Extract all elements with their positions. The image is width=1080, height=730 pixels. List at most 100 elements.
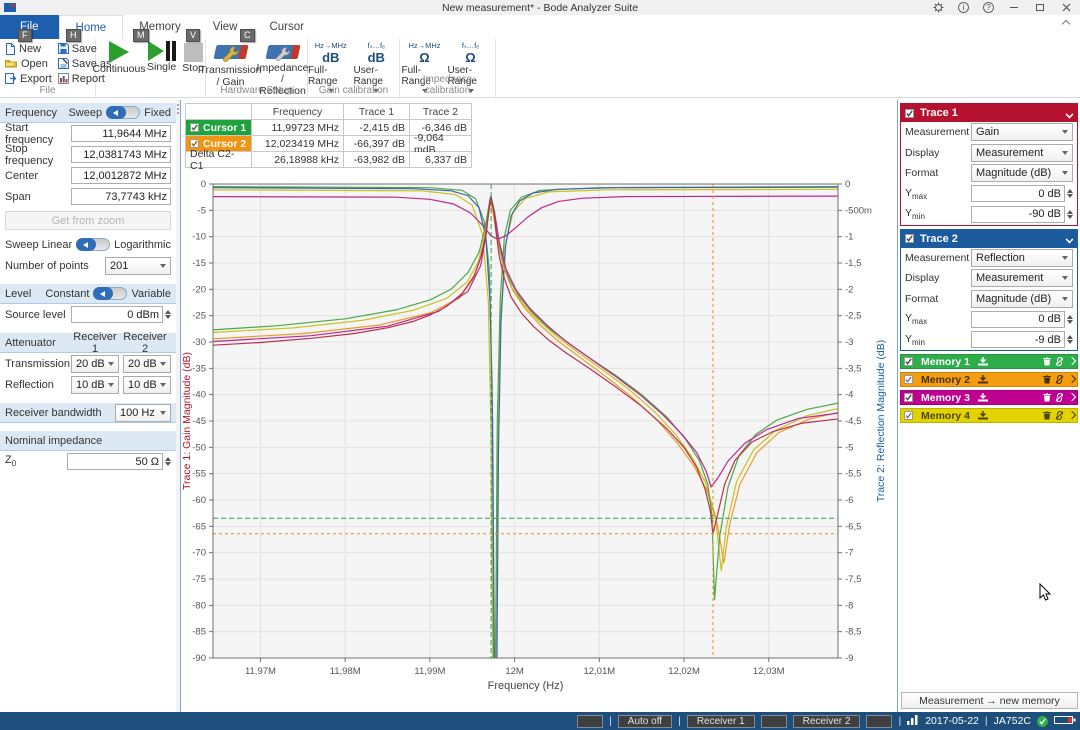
t1-format-dropdown[interactable]: Magnitude (dB) bbox=[971, 164, 1073, 183]
t2-measurement-dropdown[interactable]: Reflection bbox=[971, 248, 1073, 267]
cursor-2-label: Cursor 2 bbox=[203, 137, 247, 150]
open-button[interactable]: Open bbox=[3, 56, 54, 71]
receiver-bandwidth-dropdown[interactable]: 100 Hz bbox=[115, 403, 171, 422]
memory-1-checkbox[interactable] bbox=[904, 357, 913, 366]
chevron-down-icon[interactable] bbox=[1066, 111, 1073, 116]
cursor-1-checkbox[interactable] bbox=[190, 123, 199, 132]
start-frequency-input[interactable] bbox=[71, 125, 171, 142]
chevron-right-icon[interactable] bbox=[1069, 393, 1074, 402]
trash-icon[interactable] bbox=[1043, 393, 1051, 402]
linear-log-toggle[interactable] bbox=[76, 238, 111, 251]
trash-icon[interactable] bbox=[1043, 375, 1051, 384]
help-icon[interactable]: ? bbox=[983, 2, 994, 13]
t2-format-dropdown[interactable]: Magnitude (dB) bbox=[971, 289, 1073, 308]
transmission-gain-setup-button[interactable]: Transmission / Gain bbox=[199, 41, 262, 97]
chevron-right-icon[interactable] bbox=[1069, 375, 1074, 384]
impedance-reflection-setup-button[interactable]: Impedance / Reflection bbox=[257, 41, 308, 97]
memory-3-checkbox[interactable] bbox=[904, 393, 913, 402]
t2-ymin-input[interactable] bbox=[971, 331, 1065, 349]
gain-cal-full-range-button[interactable]: Hz→MHz dB Full-Range bbox=[308, 41, 354, 97]
receiver1-indicator[interactable]: Receiver 1 bbox=[686, 714, 755, 728]
sweep-fixed-toggle[interactable] bbox=[106, 106, 141, 119]
memory-1-row[interactable]: Memory 1 bbox=[900, 354, 1078, 369]
cursor-2-checkbox[interactable] bbox=[190, 139, 199, 148]
unlink-icon[interactable] bbox=[1055, 393, 1064, 402]
spinner-arrows[interactable] bbox=[1067, 314, 1073, 324]
chart-pane: Frequency Trace 1 Trace 2 Cursor 1 11,99… bbox=[182, 100, 895, 712]
close-button[interactable] bbox=[1060, 2, 1072, 14]
points-dropdown[interactable]: 201 bbox=[105, 256, 171, 275]
spinner-arrows[interactable] bbox=[1067, 209, 1073, 219]
unlink-icon[interactable] bbox=[1055, 375, 1064, 384]
tab-memory[interactable]: Memory bbox=[139, 21, 181, 33]
memory-2-checkbox[interactable] bbox=[904, 375, 913, 384]
reflection-att-r1-dropdown[interactable]: 10 dB bbox=[71, 375, 119, 394]
settings-gear-icon[interactable] bbox=[932, 2, 944, 14]
collapse-ribbon-icon[interactable] bbox=[1062, 20, 1070, 25]
store-to-memory-icon[interactable] bbox=[978, 411, 989, 420]
unlink-icon[interactable] bbox=[1055, 411, 1064, 420]
t2-display-dropdown[interactable]: Measurement bbox=[971, 269, 1073, 288]
trace2-header[interactable]: Trace 2 bbox=[901, 229, 1077, 248]
trash-icon[interactable] bbox=[1043, 357, 1051, 366]
maximize-button[interactable] bbox=[1034, 2, 1046, 14]
auto-off-indicator[interactable]: Auto off bbox=[617, 714, 673, 728]
memory-4-row[interactable]: Memory 4 bbox=[900, 408, 1078, 423]
store-to-memory-icon[interactable] bbox=[978, 375, 989, 384]
continuous-button[interactable]: Continuous bbox=[92, 41, 146, 97]
export-button[interactable]: Export bbox=[3, 71, 54, 86]
memory-4-checkbox[interactable] bbox=[904, 411, 913, 420]
chevron-right-icon[interactable] bbox=[1069, 357, 1074, 366]
chevron-right-icon[interactable] bbox=[1069, 411, 1074, 420]
t1-ymax-input[interactable] bbox=[971, 185, 1065, 203]
memory-2-row[interactable]: Memory 2 bbox=[900, 372, 1078, 387]
spinner-arrows[interactable] bbox=[1067, 335, 1073, 345]
reflection-att-r2-dropdown[interactable]: 10 dB bbox=[123, 375, 171, 394]
save-as-button[interactable]: Save as bbox=[56, 56, 114, 71]
imp-cal-user-range-button[interactable]: fₛ…fₑ Ω User-Range bbox=[448, 41, 494, 97]
t2-ymax-input[interactable] bbox=[971, 310, 1065, 328]
save-button[interactable]: Save bbox=[56, 41, 114, 56]
span-input[interactable] bbox=[71, 188, 171, 205]
points-row: Number of points 201 bbox=[0, 255, 176, 276]
trace1-checkbox[interactable] bbox=[905, 108, 914, 118]
trace1-header[interactable]: Trace 1 bbox=[901, 104, 1077, 122]
constant-variable-toggle[interactable] bbox=[93, 287, 128, 300]
svg-text:-3: -3 bbox=[845, 337, 853, 348]
tab-cursor[interactable]: Cursor bbox=[269, 21, 304, 33]
tab-view[interactable]: View bbox=[212, 21, 238, 33]
trash-icon[interactable] bbox=[1043, 411, 1051, 420]
source-level-input[interactable] bbox=[71, 306, 163, 323]
minimize-button[interactable] bbox=[1008, 2, 1020, 14]
col-frequency: Frequency bbox=[252, 104, 344, 120]
new-button[interactable]: New bbox=[3, 41, 54, 56]
t1-display-dropdown[interactable]: Measurement bbox=[971, 143, 1073, 162]
center-frequency-input[interactable] bbox=[71, 167, 171, 184]
imp-cal-full-range-button[interactable]: Hz→MHz Ω Full-Range bbox=[402, 41, 448, 97]
report-button[interactable]: Report bbox=[56, 71, 114, 86]
t1-ymin-input[interactable] bbox=[971, 205, 1065, 223]
single-button[interactable]: Single bbox=[146, 41, 177, 97]
gain-cal-user-range-button[interactable]: fₛ…fₑ dB User-Range bbox=[354, 41, 400, 97]
stop-button[interactable]: Stop bbox=[181, 41, 205, 97]
trace2-checkbox[interactable] bbox=[905, 234, 914, 243]
z0-input[interactable] bbox=[67, 453, 163, 470]
bode-plot[interactable]: 0-5-10-15-20-25-30-35-40-45-50-55-60-65-… bbox=[182, 100, 895, 712]
spinner-arrows[interactable] bbox=[165, 457, 171, 466]
t1-measurement-dropdown[interactable]: Gain bbox=[971, 123, 1073, 142]
store-to-memory-icon[interactable] bbox=[978, 393, 989, 402]
stop-frequency-input[interactable] bbox=[71, 146, 171, 163]
transmission-att-r1-dropdown[interactable]: 20 dB bbox=[71, 354, 119, 373]
spinner-arrows[interactable] bbox=[1067, 189, 1073, 199]
get-from-zoom-button[interactable]: Get from zoom bbox=[5, 211, 171, 230]
transmission-att-r2-dropdown[interactable]: 20 dB bbox=[123, 354, 171, 373]
memory-3-row[interactable]: Memory 3 bbox=[900, 390, 1078, 405]
chevron-down-icon[interactable] bbox=[1066, 236, 1073, 241]
unlink-icon[interactable] bbox=[1055, 357, 1064, 366]
spinner-arrows[interactable] bbox=[165, 310, 171, 319]
left-splitter[interactable] bbox=[176, 100, 181, 712]
info-icon[interactable]: i bbox=[958, 2, 969, 13]
store-to-memory-icon[interactable] bbox=[978, 357, 989, 366]
receiver2-indicator[interactable]: Receiver 2 bbox=[792, 714, 861, 728]
measurement-to-new-memory-button[interactable]: Measurement → new memory bbox=[901, 692, 1078, 709]
